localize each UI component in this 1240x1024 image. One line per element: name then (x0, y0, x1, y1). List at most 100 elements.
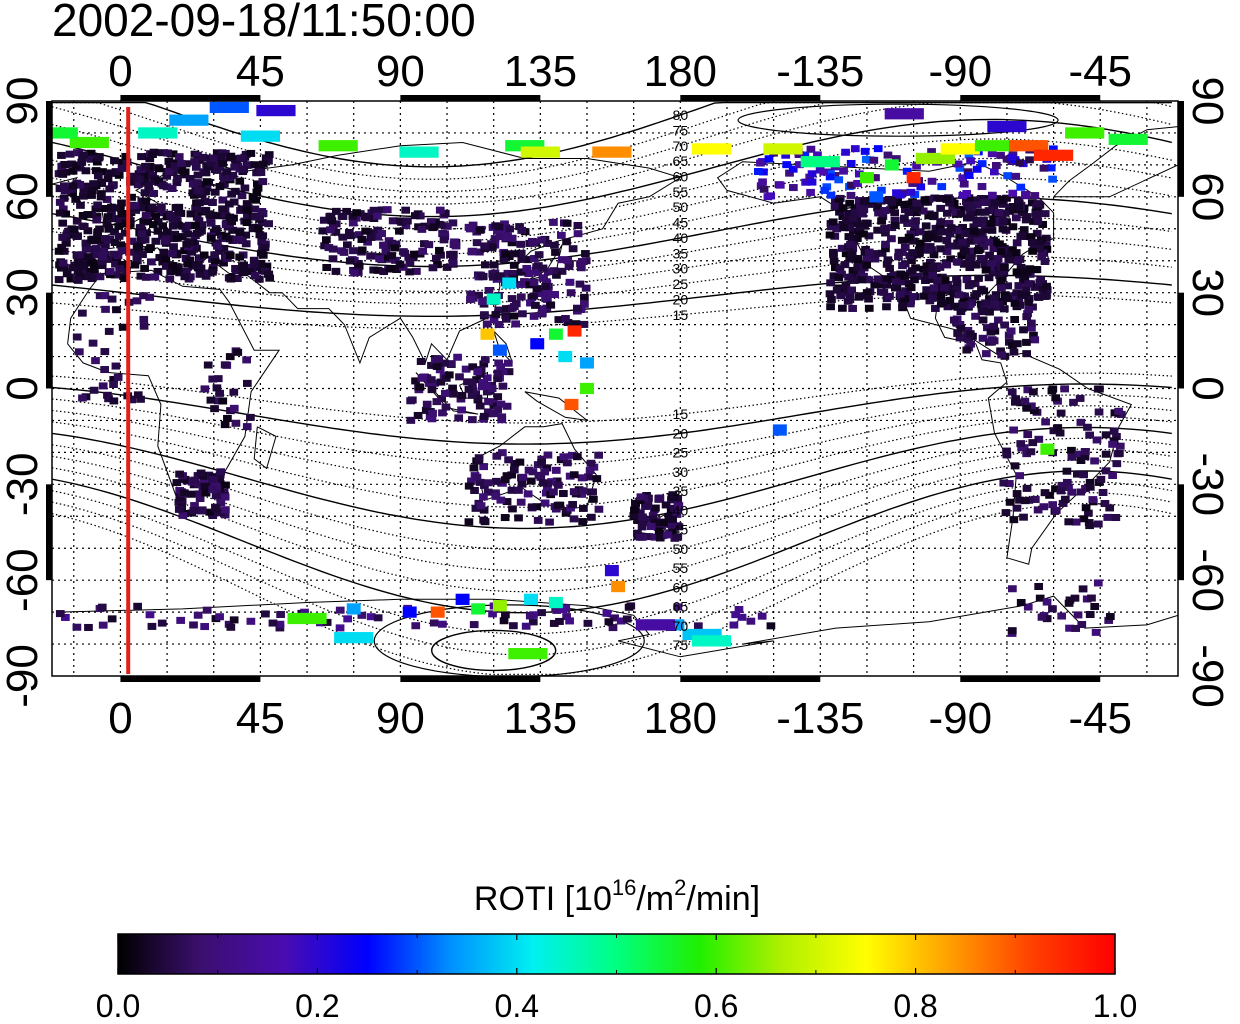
roti-cell (421, 406, 431, 414)
roti-cell (1007, 153, 1017, 161)
roti-cell (1088, 496, 1098, 504)
roti-cell (1035, 594, 1045, 602)
roti-cell (1002, 194, 1011, 202)
roti-cell (569, 471, 579, 479)
roti-cell (117, 247, 127, 255)
roti-cell (491, 311, 501, 319)
roti-cell (99, 205, 108, 213)
roti-cell (912, 209, 921, 217)
roti-cell (349, 247, 358, 255)
y-tick-label-left: 60 (0, 172, 47, 221)
roti-cell (507, 295, 517, 303)
roti-cell (377, 230, 386, 238)
roti-cell (263, 270, 273, 278)
roti-cell (465, 225, 475, 233)
roti-cell (1011, 249, 1021, 257)
roti-cell (731, 611, 741, 619)
roti-cell (1091, 628, 1101, 636)
roti-cell (532, 503, 542, 511)
roti-patch (530, 338, 545, 350)
roti-cell (502, 472, 512, 480)
roti-cell (73, 254, 83, 262)
roti-cell (573, 221, 583, 229)
roti-cell (1067, 446, 1076, 454)
roti-cell (60, 263, 69, 271)
roti-cell (1084, 519, 1094, 527)
roti-cell (531, 301, 540, 309)
roti-cell (834, 274, 844, 282)
roti-cell (121, 152, 131, 160)
x-tick-label-top: 45 (236, 47, 285, 96)
roti-cell (179, 475, 189, 483)
roti-cell (908, 249, 917, 257)
roti-cell (998, 217, 1008, 225)
roti-cell (225, 353, 235, 361)
roti-cell (1026, 448, 1036, 456)
roti-cell (978, 334, 988, 342)
roti-cell (182, 240, 192, 248)
roti-cell (83, 227, 93, 235)
roti-cell (959, 260, 969, 268)
roti-cell (63, 186, 72, 194)
roti-cell (940, 284, 949, 292)
roti-cell (989, 215, 999, 223)
roti-patch (604, 564, 619, 577)
roti-patch (520, 146, 560, 158)
roti-cell (841, 287, 850, 295)
roti-cell (1062, 478, 1072, 486)
roti-cell (986, 328, 996, 336)
roti-cell (865, 200, 875, 208)
roti-patch (492, 344, 507, 356)
roti-cell (942, 195, 952, 203)
roti-cell (904, 219, 914, 227)
roti-cell (837, 244, 847, 252)
roti-cell (110, 204, 120, 212)
roti-cell (1026, 233, 1036, 241)
roti-cell (931, 304, 940, 312)
roti-cell (190, 158, 199, 166)
roti-cell (844, 273, 853, 281)
roti-cell (111, 362, 121, 370)
roti-cell (1030, 495, 1040, 503)
roti-cell (880, 225, 889, 233)
roti-cell (117, 199, 126, 207)
roti-patch (987, 120, 1027, 133)
roti-cell (1020, 397, 1030, 405)
roti-cell (990, 300, 1000, 308)
roti-patch (580, 382, 594, 395)
roti-cell (256, 249, 266, 257)
roti-cell (223, 414, 232, 422)
roti-cell (208, 375, 218, 383)
roti-cell (215, 476, 224, 484)
roti-cell (64, 227, 74, 235)
roti-cell (148, 150, 157, 158)
roti-cell (117, 209, 127, 218)
roti-cell (497, 413, 507, 421)
roti-patch (209, 101, 249, 114)
roti-cell (927, 275, 937, 283)
roti-cell (195, 199, 204, 207)
roti-cell (1010, 299, 1020, 307)
roti-cell (551, 466, 561, 474)
roti-cell (233, 275, 242, 283)
roti-cell (552, 606, 562, 614)
contour-label: 80 (673, 107, 689, 123)
roti-cell (55, 610, 65, 618)
roti-cell (630, 506, 639, 514)
roti-cell (502, 498, 512, 506)
roti-cell (757, 612, 767, 620)
roti-cell (109, 375, 119, 383)
roti-cell (904, 233, 914, 241)
magnetic-contour (52, 255, 1172, 305)
roti-cell (864, 295, 873, 303)
roti-cell (475, 226, 485, 234)
roti-cell (959, 301, 969, 309)
roti-cell (516, 249, 526, 257)
roti-cell (170, 162, 180, 170)
y-tick-label-left: -60 (0, 548, 47, 612)
roti-cell (142, 212, 151, 220)
roti-patch (1108, 133, 1148, 145)
roti-cell (357, 611, 367, 619)
roti-cell (471, 504, 481, 512)
roti-cell (935, 223, 945, 231)
